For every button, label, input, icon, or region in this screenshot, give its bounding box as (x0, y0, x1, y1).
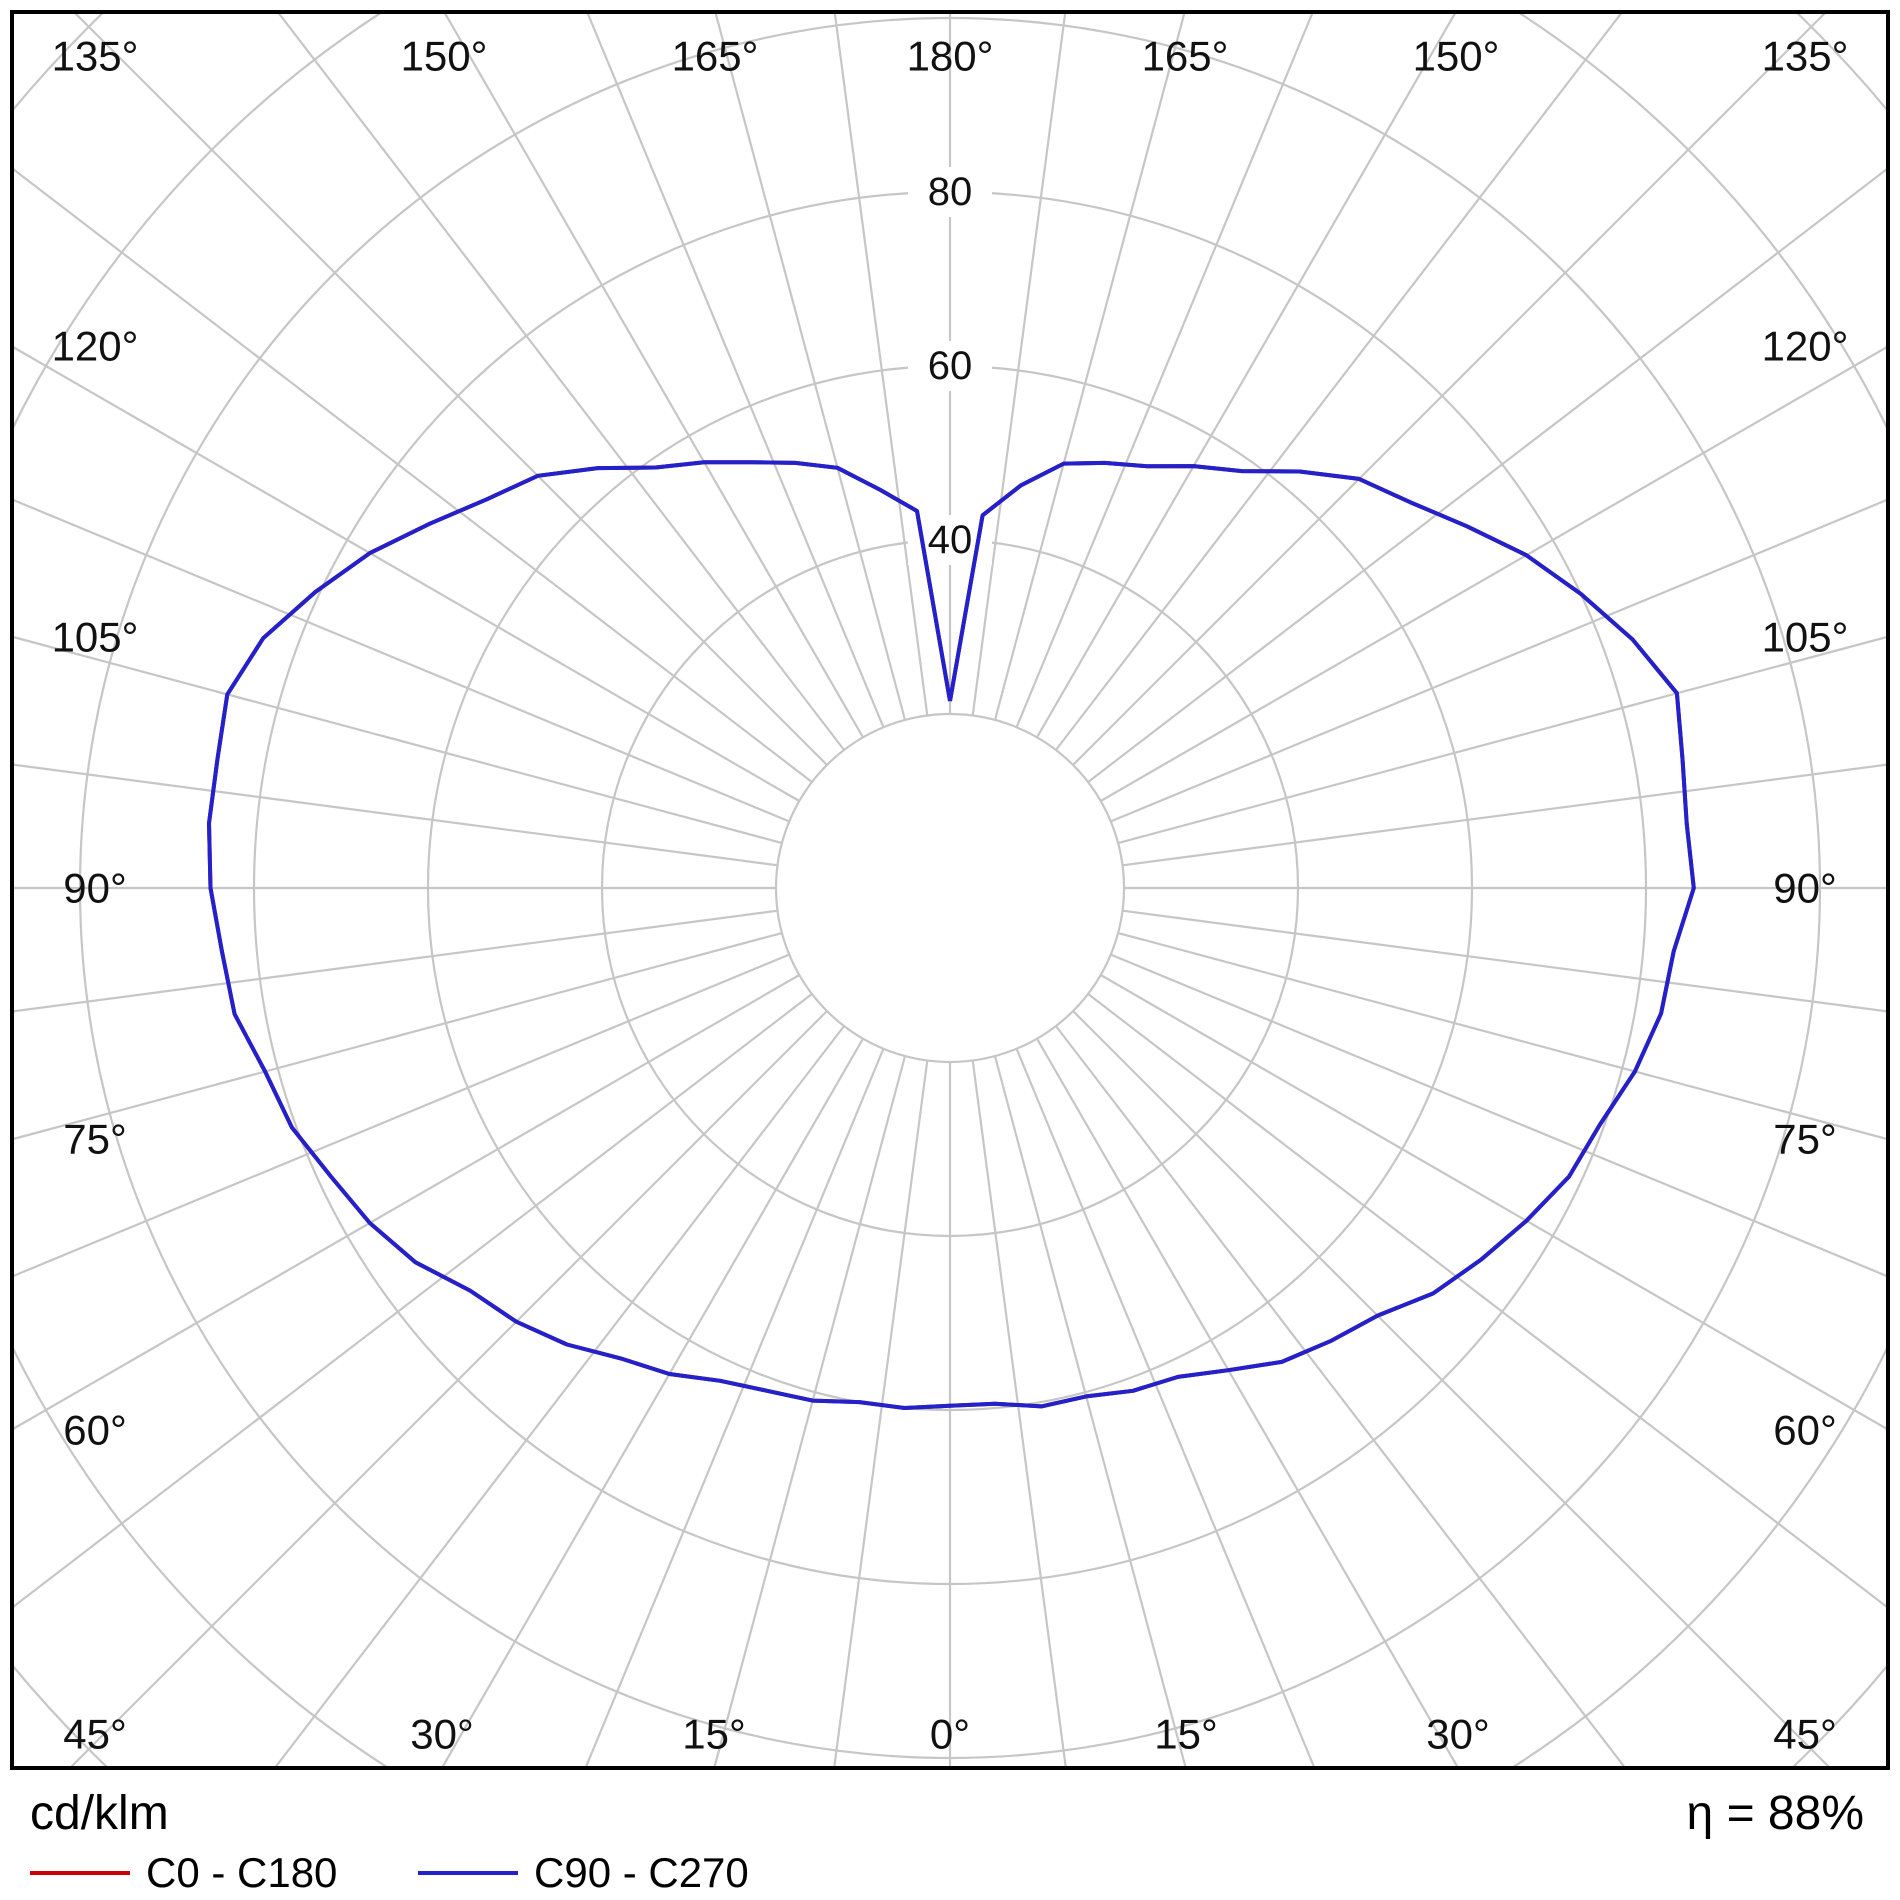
grid-spoke-82.5 (1122, 909, 1888, 1013)
legend-item-c0: C0 - C180 (30, 1852, 337, 1894)
grid-spoke-75 (1117, 931, 1888, 1141)
intensity-curves (207, 460, 1696, 1410)
angle-label-30-left: 30° (410, 1711, 474, 1758)
grid-spoke-97.5 (1122, 763, 1888, 867)
grid-spoke-315 (68, 1010, 828, 1768)
grid-spoke-37.5 (1055, 1025, 1627, 1768)
angle-label-15-right: 15° (1154, 1711, 1218, 1758)
grid-spoke-352.5 (833, 1060, 929, 1768)
grid-spoke-112.5 (1110, 498, 1888, 823)
grid-spoke-307.5 (12, 993, 813, 1610)
grid-spoke-135 (1072, 12, 1828, 766)
grid-spoke-322.5 (273, 1025, 845, 1768)
grid-spoke-60 (1100, 974, 1888, 1431)
radial-label-bg-80 (908, 167, 992, 217)
grid-spoke-337.5 (584, 1048, 885, 1768)
angle-label-150-left: 150° (401, 33, 488, 80)
legend-line-c90 (418, 1871, 518, 1875)
grid-spoke-277.5 (12, 909, 778, 1013)
grid-spoke-172.5 (971, 12, 1067, 716)
grid-spoke-22.5 (1015, 1048, 1316, 1768)
grid-spoke-67.5 (1110, 953, 1888, 1278)
angle-label-75-left: 75° (63, 1116, 127, 1163)
grid-spoke-45 (1072, 1010, 1832, 1768)
angle-label-165-left: 165° (672, 33, 759, 80)
unit-label: cd/klm (30, 1787, 169, 1840)
grid-spoke-15 (993, 1055, 1187, 1768)
grid-spoke-127.5 (1087, 166, 1888, 783)
angle-label-135-left: 135° (52, 33, 139, 80)
angle-label-60-left: 60° (63, 1407, 127, 1454)
radial-label-60: 60 (928, 344, 973, 388)
grid-spoke-225 (72, 12, 828, 766)
angle-label-90-left: 90° (63, 865, 127, 912)
angle-label-0-right: 0° (930, 1711, 970, 1758)
grid-spoke-142.5 (1055, 12, 1624, 751)
legend-item-c90: C90 - C270 (418, 1852, 749, 1894)
angle-label-120-left: 120° (52, 323, 139, 370)
legend-label-c0: C0 - C180 (146, 1849, 338, 1896)
grid-circle-20 (774, 712, 1126, 1064)
grid-spoke-202.5 (585, 12, 885, 728)
grid-spoke-165 (993, 12, 1186, 721)
grid-spoke-262.5 (12, 763, 778, 867)
radial-label-80: 80 (928, 170, 973, 214)
angle-label-15-left: 15° (682, 1711, 746, 1758)
grid-spoke-210 (442, 12, 864, 738)
grid-spoke-150 (1036, 12, 1458, 738)
grid-spoke-292.5 (12, 953, 790, 1278)
grid-spoke-300 (12, 974, 800, 1431)
angle-label-45-right: 45° (1773, 1711, 1837, 1758)
radial-label-bg-60 (908, 341, 992, 391)
grid-spoke-330 (440, 1038, 864, 1768)
angle-label-135-right: 135° (1762, 33, 1849, 80)
angle-label-90-right: 90° (1773, 865, 1837, 912)
grid-spoke-30 (1036, 1038, 1460, 1768)
angle-label-150-right: 150° (1413, 33, 1500, 80)
grid-spoke-217.5 (276, 12, 845, 751)
angle-label-45-left: 45° (63, 1711, 127, 1758)
grid-spoke-240 (12, 345, 800, 802)
polar-grid (12, 12, 1888, 1768)
grid-spoke-52.5 (1087, 993, 1888, 1610)
angle-label-165-right: 165° (1142, 33, 1229, 80)
grid-spoke-345 (713, 1055, 907, 1768)
plot-border (10, 10, 1890, 1770)
grid-spoke-255 (12, 635, 783, 845)
angle-label-105-right: 105° (1762, 614, 1849, 661)
legend-line-c0 (30, 1871, 130, 1875)
grid-spoke-157.5 (1015, 12, 1315, 728)
angle-label-30-right: 30° (1426, 1711, 1490, 1758)
grid-spoke-285 (12, 931, 783, 1141)
grid-spoke-247.5 (12, 498, 790, 823)
grid-spoke-120 (1100, 345, 1888, 802)
angle-label-180-right: 180° (907, 33, 994, 80)
polar-chart: 40 60 80 0° 15° 15° 30° 30° 45° 45° 60° 60° 75° 75° 90… (10, 10, 1890, 1770)
radial-tick-labels: 40 60 80 (908, 167, 992, 565)
angle-label-120-right: 120° (1762, 323, 1849, 370)
radial-label-40: 40 (928, 518, 973, 562)
grid-spoke-195 (714, 12, 907, 721)
efficiency-label: η = 88% (1686, 1787, 1864, 1840)
grid-spoke-232.5 (12, 166, 813, 783)
grid-spoke-7.5 (971, 1060, 1067, 1768)
angle-label-105-left: 105° (52, 614, 139, 661)
legend-label-c90: C90 - C270 (534, 1849, 749, 1896)
grid-spoke-105 (1117, 635, 1888, 845)
angle-label-75-right: 75° (1773, 1116, 1837, 1163)
angle-labels: 0° 15° 15° 30° 30° 45° 45° 60° 60° 75° 75° 90° 90° 10… (52, 33, 1849, 1758)
curve-c90-c270 (207, 460, 1696, 1410)
angle-label-60-right: 60° (1773, 1407, 1837, 1454)
grid-spoke-187.5 (833, 12, 929, 716)
